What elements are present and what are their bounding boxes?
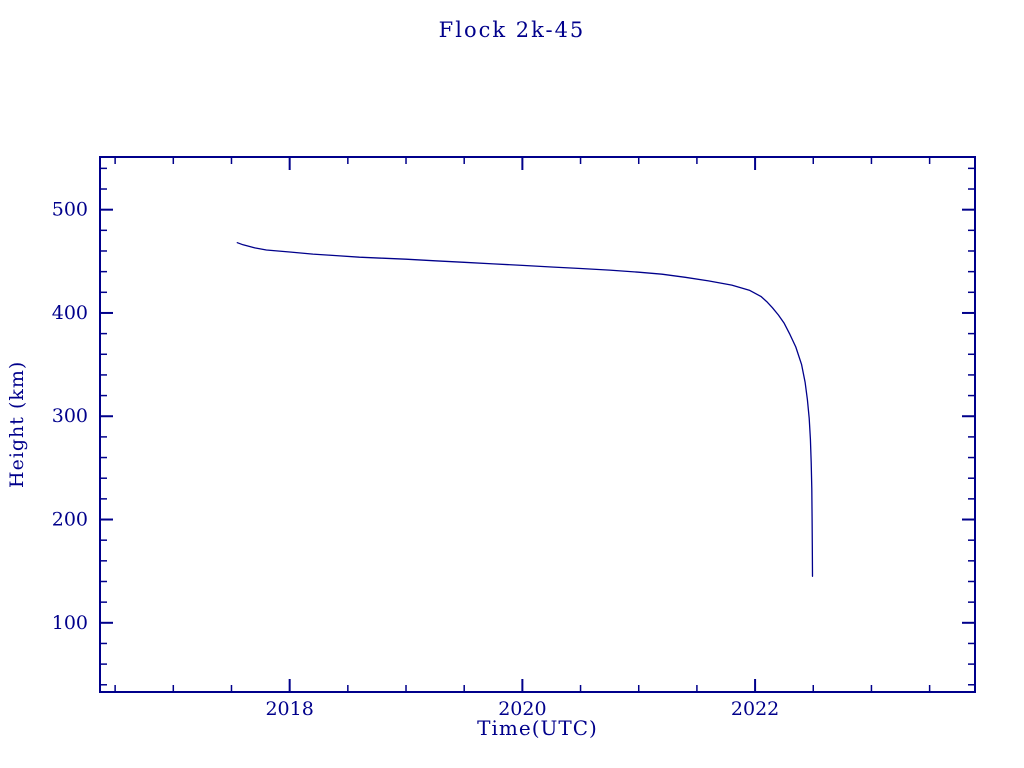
y-tick-label: 200 [52, 509, 88, 531]
x-tick-label: 2020 [498, 698, 546, 720]
x-tick-label: 2018 [265, 698, 313, 720]
y-tick-label: 500 [52, 199, 88, 221]
height-series-line [236, 242, 814, 577]
y-tick-label: 100 [52, 612, 88, 634]
y-tick-label: 300 [52, 405, 88, 427]
x-axis-label: Time(UTC) [477, 716, 598, 740]
y-tick-label: 400 [52, 302, 88, 324]
x-tick-label: 2022 [731, 698, 779, 720]
chart-title: Flock 2k-45 [438, 18, 586, 42]
plot-frame [99, 156, 976, 693]
